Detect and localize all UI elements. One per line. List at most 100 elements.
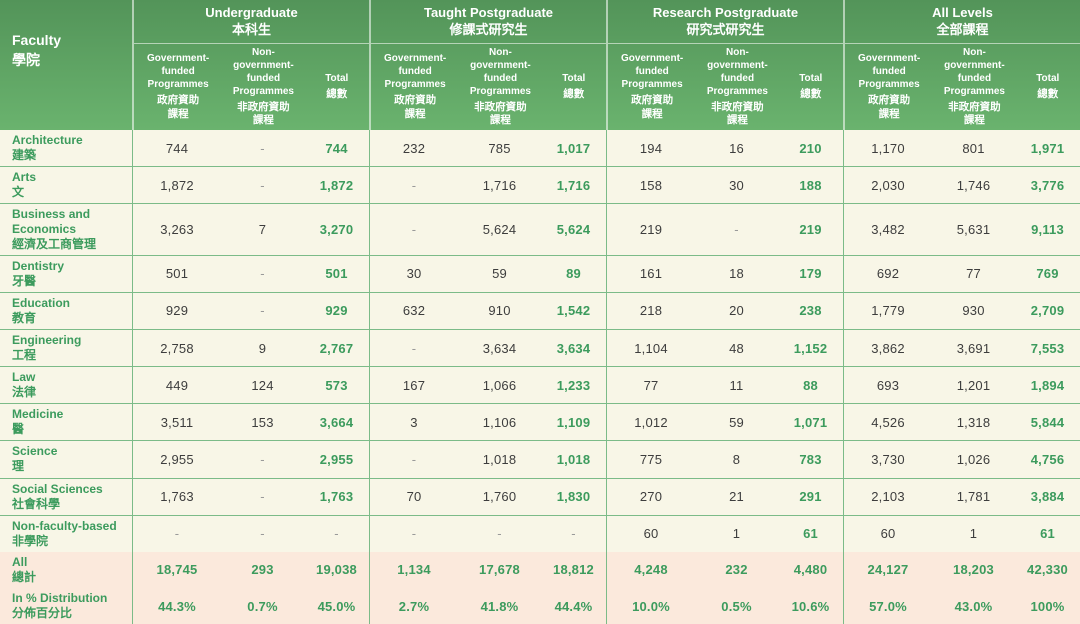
value-cell: 232	[369, 130, 458, 167]
faculty-name-zh: 經濟及工商管理	[12, 236, 97, 251]
value-cell: 1,779	[843, 292, 932, 329]
faculty-name-zh: 建築	[12, 148, 37, 163]
value-cell: 1,830	[556, 489, 591, 505]
value-cell: 2,955	[319, 451, 354, 467]
value-cell: -	[571, 526, 576, 542]
faculty-label: Dentistry 牙醫	[0, 256, 132, 292]
value-cell: -	[334, 526, 339, 542]
value-cell: 632	[369, 292, 458, 329]
value-cell: -	[260, 489, 265, 505]
faculty-name-en: Medicine	[12, 407, 64, 422]
group-header: All Levels 全部課程	[845, 0, 1080, 44]
subcolumn-header-non-gov-funded: Non- government- funded Programmes 非政府資助…	[943, 46, 1005, 127]
value-cell: 44.3%	[132, 587, 221, 624]
value-cell: 7	[258, 221, 267, 237]
faculty-column-header: Faculty 學院	[0, 0, 132, 130]
faculty-name-en: Engineering	[12, 333, 82, 348]
value-cell: 1,071	[793, 414, 828, 430]
value-cell: 5,624	[482, 221, 517, 237]
group-title-en: Undergraduate	[205, 4, 298, 20]
faculty-name-zh: 教育	[12, 310, 37, 325]
faculty-name-zh: 總計	[12, 569, 37, 584]
table-row: Social Sciences 社會科學 1,763 - 1,763 70 1,…	[0, 477, 1080, 515]
faculty-name-en: In % Distribution	[12, 591, 108, 606]
value-cell: 1,026	[956, 451, 991, 467]
value-cell: 270	[606, 478, 695, 515]
value-cell: -	[369, 204, 458, 255]
value-cell: 7,553	[1030, 340, 1065, 356]
faculty-name-zh: 牙醫	[12, 273, 37, 288]
value-cell: 17,678	[479, 562, 520, 578]
value-cell: 8	[732, 451, 741, 467]
value-cell: 232	[725, 562, 748, 578]
table-row: Architecture 建築 744 - 744 232 785 1,017 …	[0, 130, 1080, 167]
value-cell: 43.0%	[954, 598, 993, 614]
value-cell: 2,103	[843, 478, 932, 515]
value-cell: 0.5%	[721, 598, 752, 614]
faculty-label: All 總計	[0, 552, 132, 588]
value-cell: 5,624	[556, 221, 591, 237]
group-header: Undergraduate 本科生	[134, 0, 369, 44]
group-taught-postgraduate: Taught Postgraduate 修課式研究生 Government- f…	[369, 0, 606, 130]
table-header: Faculty 學院 Undergraduate 本科生 Government-…	[0, 0, 1080, 130]
value-cell: 5,844	[1030, 414, 1065, 430]
value-cell: 210	[799, 140, 822, 156]
subcolumn-header-total: Total 總數	[1036, 73, 1060, 101]
value-cell: 291	[799, 489, 822, 505]
value-cell: 124	[251, 377, 274, 393]
value-cell: 4,248	[606, 551, 695, 588]
value-cell: 77	[966, 266, 981, 282]
value-cell: 2,030	[843, 167, 932, 204]
group-title-en: Research Postgraduate	[652, 4, 799, 20]
value-cell: 1,542	[556, 303, 591, 319]
value-cell: 19,038	[316, 562, 357, 578]
value-cell: 449	[132, 367, 221, 404]
faculty-label: Education 教育	[0, 293, 132, 329]
value-cell: 775	[606, 441, 695, 478]
faculty-name-en: All	[12, 554, 28, 569]
value-cell: 769	[1036, 266, 1059, 282]
faculty-label: In % Distribution 分佈百分比	[0, 588, 132, 624]
value-cell: 219	[799, 221, 822, 237]
value-cell: 77	[606, 367, 695, 404]
value-cell: 1	[969, 526, 978, 542]
faculty-header-en: Faculty	[12, 32, 62, 49]
value-cell: 9,113	[1031, 221, 1064, 237]
value-cell: 1,170	[843, 130, 932, 167]
value-cell: 3,270	[319, 221, 354, 237]
value-cell: 219	[606, 204, 695, 255]
value-cell: 89	[566, 266, 581, 282]
faculty-name-en: Social Sciences	[12, 481, 103, 496]
value-cell: 18,745	[132, 551, 221, 588]
value-cell: 24,127	[843, 551, 932, 588]
value-cell: 0.7%	[247, 598, 278, 614]
group-title-zh: 全部課程	[936, 22, 989, 38]
group-undergraduate: Undergraduate 本科生 Government- funded Pro…	[132, 0, 369, 130]
faculty-name-en: Architecture	[12, 133, 83, 148]
value-cell: 1,872	[319, 177, 354, 193]
value-cell: 744	[325, 140, 348, 156]
value-cell: 21	[729, 489, 744, 505]
value-cell: 179	[799, 266, 822, 282]
value-cell: 3,634	[556, 340, 591, 356]
faculty-name-en: Arts	[12, 170, 37, 185]
group-title-zh: 本科生	[231, 22, 271, 38]
value-cell: 16	[729, 140, 744, 156]
value-cell: -	[369, 515, 458, 552]
subcolumn-header-gov-funded: Government- funded Programmes 政府資助 課程	[621, 53, 684, 120]
value-cell: 59	[729, 414, 744, 430]
faculty-label: Arts 文	[0, 167, 132, 203]
value-cell: 3,691	[956, 340, 991, 356]
faculty-name-en: Dentistry	[12, 258, 65, 273]
table-row: Medicine 醫 3,511 153 3,664 3 1,106 1,109…	[0, 403, 1080, 441]
value-cell: 2,709	[1030, 303, 1065, 319]
value-cell: 158	[606, 167, 695, 204]
table-row: Business and Economics 經濟及工商管理 3,263 7 3…	[0, 203, 1080, 255]
faculty-name-zh: 分佈百分比	[12, 606, 73, 621]
table-row: Science 理 2,955 - 2,955 - 1,018 1,018 77…	[0, 440, 1080, 478]
value-cell: -	[132, 515, 221, 552]
group-title-zh: 研究式研究生	[686, 22, 765, 38]
group-title-en: All Levels	[932, 4, 993, 20]
subcolumn-header-total: Total 總數	[562, 73, 586, 101]
value-cell: -	[734, 221, 739, 237]
